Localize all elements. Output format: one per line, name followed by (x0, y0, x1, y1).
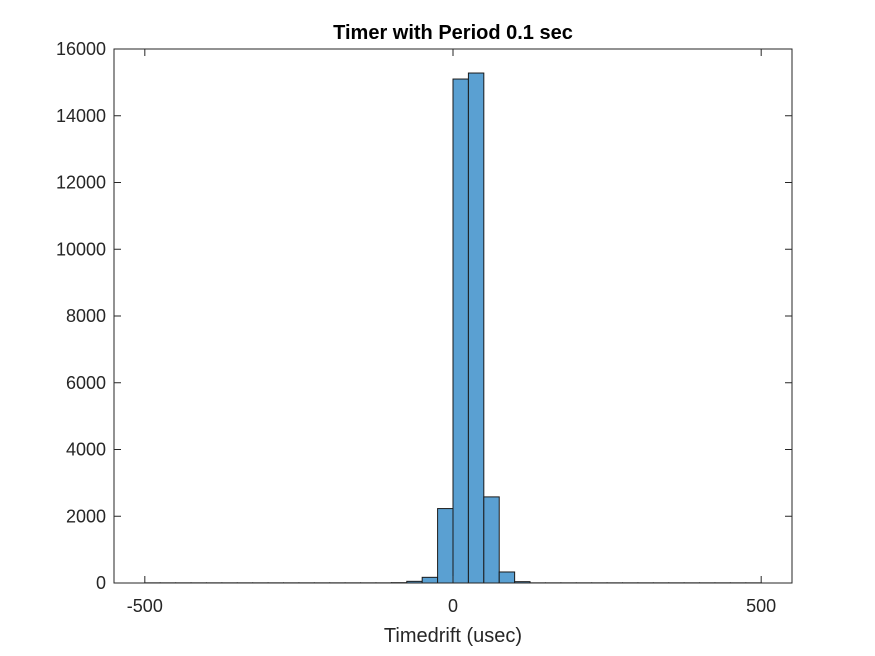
histogram-bar (498, 571, 516, 584)
bars-group (144, 72, 762, 584)
y-tick-label: 14000 (56, 106, 106, 126)
y-tick-label: 8000 (66, 306, 106, 326)
y-tick-label: 4000 (66, 440, 106, 460)
ticks-group: 0 2000 4000 6000 8000 10000 12000 14000 16000 -50… (56, 39, 792, 616)
histogram-bar (452, 78, 469, 584)
y-tick-label: 10000 (56, 239, 106, 259)
y-tick-label: 2000 (66, 506, 106, 526)
histogram-bar (421, 576, 439, 584)
y-tick-label: 6000 (66, 373, 106, 393)
x-tick-label: -500 (127, 596, 163, 616)
histogram-bar (467, 72, 485, 584)
x-tick-label: 500 (746, 596, 776, 616)
x-tick-label: 0 (448, 596, 458, 616)
chart-title: Timer with Period 0.1 sec (333, 22, 573, 44)
histogram-bar (483, 496, 500, 584)
y-tick-label: 0 (96, 573, 106, 593)
y-tick-label: 12000 (56, 173, 106, 193)
histogram-bar (437, 508, 454, 584)
x-axis-label: Timedrift (usec) (384, 625, 522, 647)
y-tick-label: 16000 (56, 39, 106, 59)
